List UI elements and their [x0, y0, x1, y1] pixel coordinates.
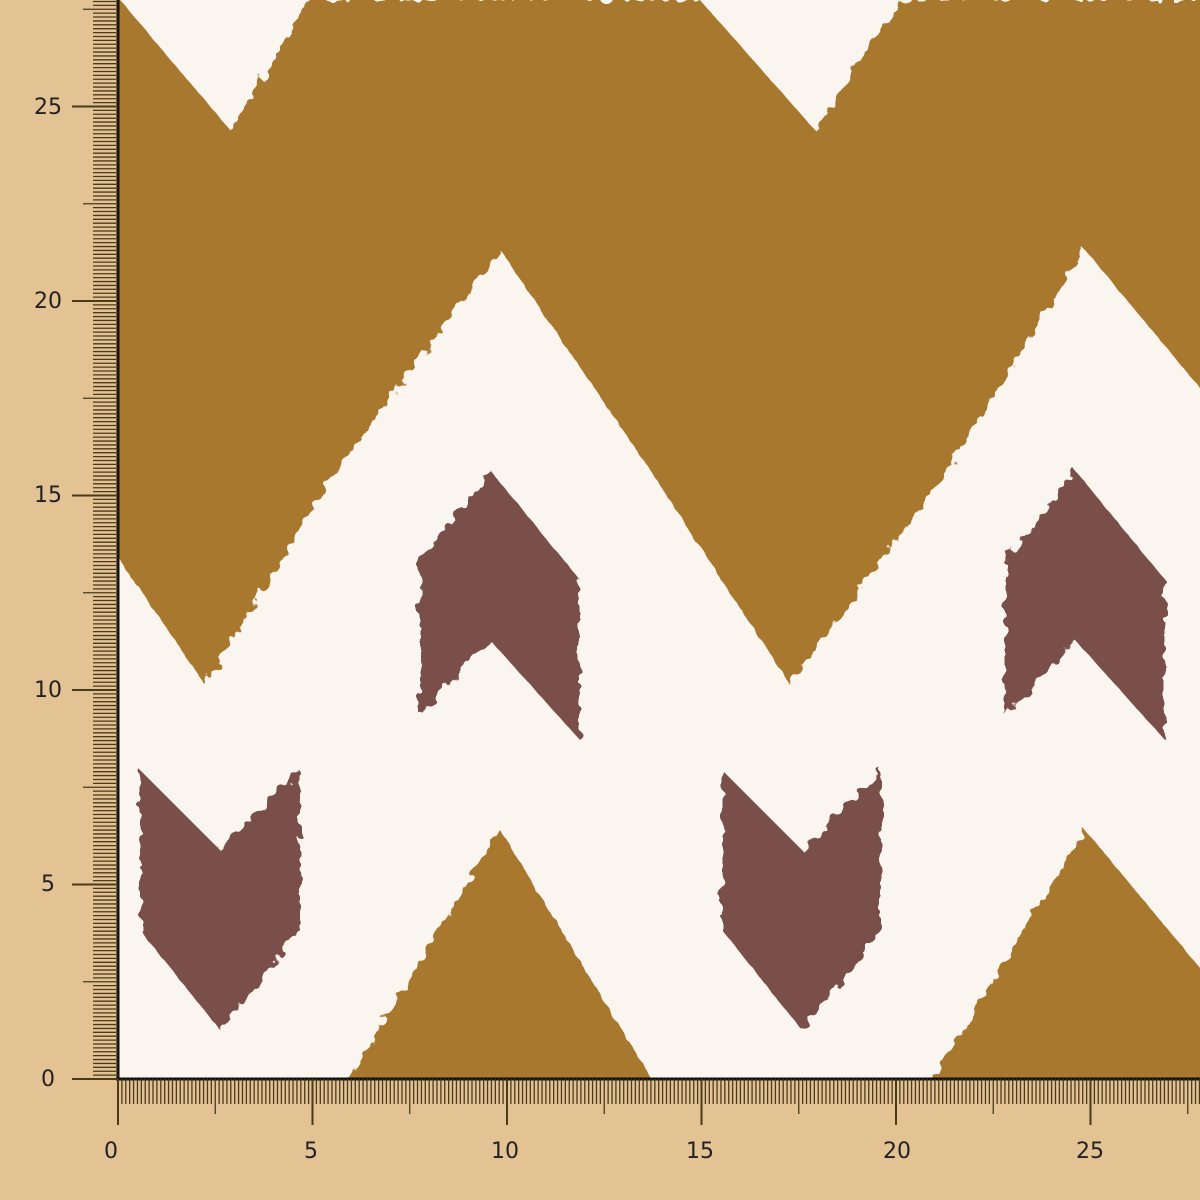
plum-chevron-up — [420, 470, 580, 740]
horizontal-ruler-label: 25 — [1076, 1139, 1104, 1164]
vertical-ruler-label: 0 — [41, 1067, 55, 1092]
vertical-ruler-label: 20 — [34, 289, 62, 314]
vertical-ruler-label: 10 — [34, 678, 62, 703]
plum-chevron-down — [722, 770, 882, 1030]
horizontal-ruler-label: 0 — [104, 1139, 118, 1164]
vertical-ruler-label: 25 — [34, 95, 62, 120]
horizontal-ruler-label: 5 — [304, 1139, 318, 1164]
plum-chevron-up — [1005, 470, 1165, 740]
mustard-peak — [934, 830, 1200, 1078]
mustard-peak — [349, 830, 651, 1078]
horizontal-ruler — [117, 1079, 1200, 1125]
mustard-zigzag-band — [118, 0, 1200, 685]
horizontal-ruler-label: 10 — [491, 1139, 519, 1164]
horizontal-ruler-label: 20 — [883, 1139, 911, 1164]
plum-chevron-down — [140, 770, 300, 1030]
horizontal-ruler-label: 15 — [686, 1139, 714, 1164]
fabric-swatch — [118, 0, 1200, 1078]
vertical-ruler — [72, 0, 118, 1080]
vertical-ruler-label: 15 — [34, 483, 62, 508]
vertical-ruler-label: 5 — [41, 872, 55, 897]
